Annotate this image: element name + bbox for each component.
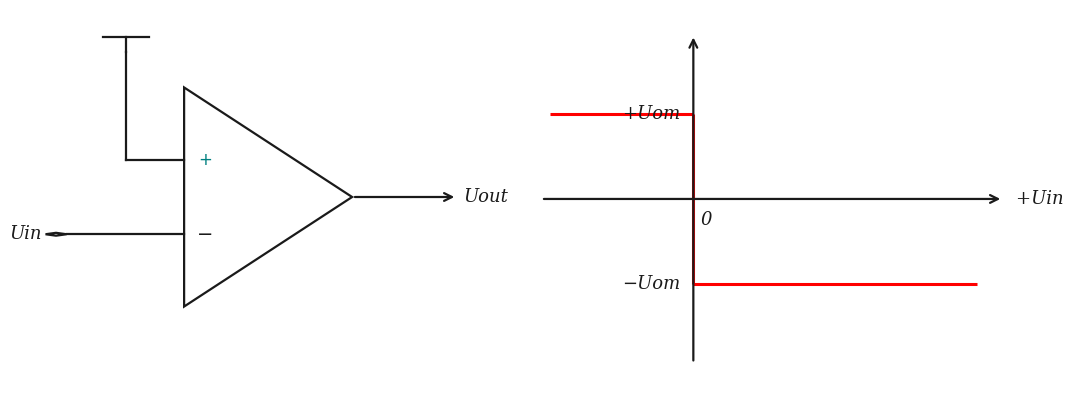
- Text: +​Uin: +​Uin: [1016, 190, 1063, 208]
- Text: Uin: Uin: [9, 225, 42, 243]
- Text: +Uom: +Uom: [622, 104, 680, 123]
- Text: +: +: [199, 151, 212, 169]
- Text: −Uom: −Uom: [622, 275, 680, 294]
- Text: −: −: [197, 225, 214, 244]
- Text: Uout: Uout: [464, 188, 509, 206]
- Text: 0: 0: [701, 212, 711, 229]
